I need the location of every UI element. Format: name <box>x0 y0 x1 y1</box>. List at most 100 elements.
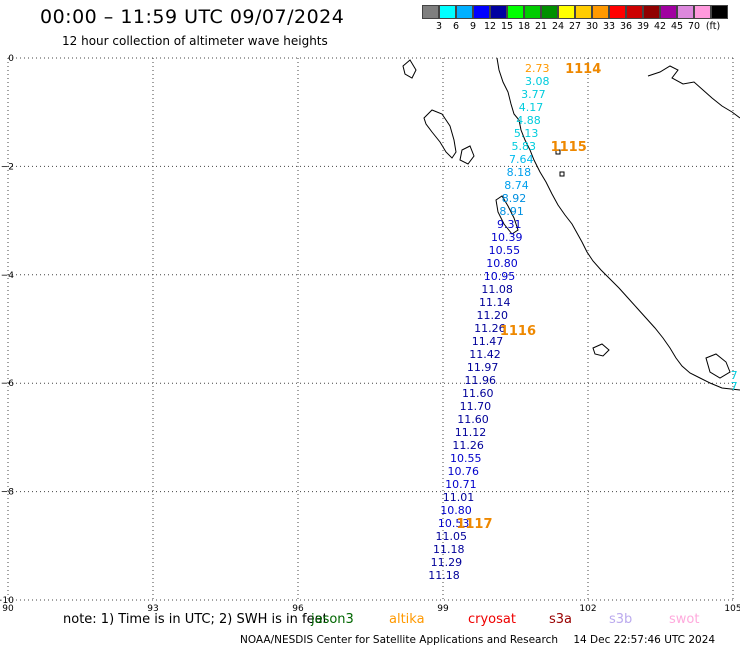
legend-label: 70 <box>687 21 701 32</box>
island-small-3 <box>592 343 610 357</box>
legend-label: 39 <box>636 21 650 32</box>
legend-swatch <box>677 5 694 19</box>
wave-height-value: 11.26 <box>474 322 506 335</box>
y-tick-label: −6 <box>1 379 15 389</box>
satellite-legend-s3b: s3b <box>609 612 633 627</box>
legend-label: 12 <box>483 21 497 32</box>
wave-height-value: 11.29 <box>431 556 463 569</box>
wave-height-value: 11.47 <box>472 335 504 348</box>
legend-label: 27 <box>568 21 582 32</box>
island-small-4 <box>559 171 565 177</box>
wave-height-value: 11.60 <box>457 413 489 426</box>
coastline <box>402 57 740 391</box>
x-tick-label: 99 <box>437 604 449 614</box>
legend-label: (ft) <box>705 21 721 32</box>
footer-timestamp: 14 Dec 22:57:46 UTC 2024 <box>573 634 716 646</box>
island-nias <box>423 109 457 159</box>
legend-swatch <box>473 5 490 19</box>
wave-height-value: 11.14 <box>479 296 511 309</box>
wave-height-value: 10.39 <box>491 231 523 244</box>
map-subtitle: 12 hour collection of altimeter wave hei… <box>62 34 328 48</box>
legend-label: 18 <box>517 21 531 32</box>
y-tick-label: −8 <box>1 488 15 498</box>
wave-height-value: 3.77 <box>521 88 546 101</box>
legend-label: 21 <box>534 21 548 32</box>
x-tick-label: 96 <box>292 604 304 614</box>
legend-label: 36 <box>619 21 633 32</box>
wave-height-value: 11.96 <box>464 374 496 387</box>
wave-height-value: 2.73 <box>525 62 550 75</box>
wave-height-value: 11.05 <box>435 530 467 543</box>
legend-label: 24 <box>551 21 565 32</box>
legend-swatch <box>558 5 575 19</box>
legend-swatch <box>575 5 592 19</box>
wave-height-value: 11.18 <box>428 569 460 582</box>
wave-height-value: 10.55 <box>489 244 521 257</box>
y-tick-label: −4 <box>1 271 15 281</box>
x-tick-label: 105 <box>724 604 740 614</box>
color-legend: 3 6 9 12 15 18 21 24 27 30 33 36 39 42 45 70 (ft) <box>422 5 728 33</box>
wave-height-value-edge: 7 <box>731 380 738 393</box>
island-small-1 <box>402 59 417 79</box>
x-tick-label: 90 <box>2 604 14 614</box>
y-tick-label: −10 <box>0 596 14 606</box>
satellite-legend-altika: altika <box>389 612 425 627</box>
wave-height-value: 8.91 <box>499 205 524 218</box>
legend-swatch <box>609 5 626 19</box>
wave-height-value: 11.18 <box>433 543 465 556</box>
note-line: note: 1) Time is in UTC; 2) SWH is in fe… <box>63 612 699 627</box>
satellite-legend-cryosat: cryosat <box>468 612 516 627</box>
wave-height-value-edge: 7 <box>731 369 738 382</box>
legend-swatch <box>456 5 473 19</box>
satellite-legend-s3a: s3a <box>549 612 573 627</box>
wave-height-value: 11.26 <box>452 439 484 452</box>
legend-swatch <box>422 5 439 19</box>
legend-swatch <box>490 5 507 19</box>
pass-number-label: 1116 <box>500 324 536 339</box>
legend-label: 42 <box>653 21 667 32</box>
footer: NOAA/NESDIS Center for Satellite Applica… <box>240 634 715 646</box>
legend-label: 6 <box>452 21 460 32</box>
pass-number-label: 1115 <box>551 140 587 155</box>
legend-swatch <box>524 5 541 19</box>
wave-height-value: 8.18 <box>507 166 532 179</box>
legend-label: 9 <box>469 21 477 32</box>
wave-height-value: 3.08 <box>525 75 550 88</box>
lat-lon-grid <box>7 57 734 601</box>
legend-swatches <box>422 5 728 19</box>
island-enggano <box>705 353 731 379</box>
legend-swatch <box>541 5 558 19</box>
pass-labels: 1114 1115 1116 1117 <box>456 62 601 532</box>
pass-number-label: 1117 <box>456 517 492 532</box>
wave-height-value: 11.08 <box>481 283 513 296</box>
legend-swatch <box>694 5 711 19</box>
legend-labels: 3 6 9 12 15 18 21 24 27 30 33 36 39 42 45 70 (ft) <box>422 19 728 33</box>
wave-height-value: 5.83 <box>511 140 536 153</box>
sumatra-coastline <box>496 57 740 391</box>
legend-swatch <box>626 5 643 19</box>
wave-height-value: 4.88 <box>516 114 541 127</box>
island-small-2 <box>459 145 475 165</box>
satellite-legend-jason3: jason3 <box>311 612 354 627</box>
wave-height-value: 4.17 <box>519 101 544 114</box>
legend-swatch <box>439 5 456 19</box>
island-siberut <box>495 195 519 235</box>
y-tick-label: −2 <box>1 162 14 172</box>
satellite-legend-swot: swot <box>669 612 700 627</box>
footer-credit: NOAA/NESDIS Center for Satellite Applica… <box>240 634 558 646</box>
wave-height-value: 5.13 <box>514 127 539 140</box>
wave-height-value: 11.70 <box>460 400 492 413</box>
axis-tick-labels: 90 93 96 99 102 105 0 −2 −4 −6 −8 −10 <box>0 54 740 614</box>
legend-label: 3 <box>435 21 443 32</box>
wave-height-value: 11.97 <box>467 361 499 374</box>
malay-peninsula-coastline <box>647 65 740 119</box>
legend-swatch <box>592 5 609 19</box>
legend-label: 15 <box>500 21 514 32</box>
wave-height-value: 10.95 <box>484 270 516 283</box>
wave-height-value: 10.55 <box>450 452 482 465</box>
x-tick-label: 102 <box>579 604 596 614</box>
wave-height-value: 10.80 <box>440 504 472 517</box>
wave-height-value: 8.92 <box>502 192 527 205</box>
wave-height-value: 10.80 <box>486 257 518 270</box>
